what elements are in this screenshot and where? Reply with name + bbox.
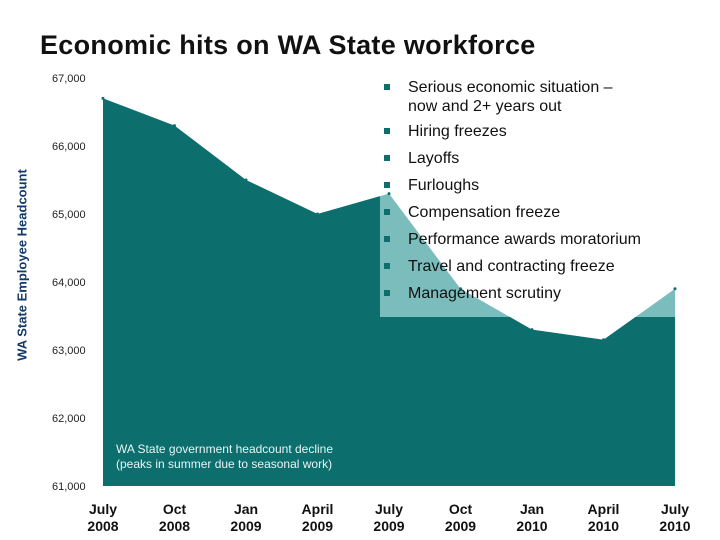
chart-annotation-line: WA State government headcount decline — [116, 442, 334, 456]
bullet-square-icon — [384, 209, 390, 215]
y-tick-label: 65,000 — [52, 209, 86, 221]
y-tick-label: 63,000 — [52, 345, 86, 357]
bullet-item: Compensation freeze — [380, 203, 710, 222]
bullet-square-icon — [384, 84, 390, 90]
bullet-text: now and 2+ years out — [408, 98, 562, 115]
bullet-item: Management scrutiny — [380, 284, 710, 303]
bullet-item: Layoffs — [380, 149, 710, 168]
bullet-square-icon — [384, 263, 390, 269]
y-tick-label: 66,000 — [52, 141, 86, 153]
economic-measures-list: Serious economic situation – now and 2+ y… — [380, 78, 710, 303]
y-tick-label: 61,000 — [52, 481, 86, 493]
chart-annotation: WA State government headcount decline (p… — [116, 442, 386, 472]
y-tick-label: 64,000 — [52, 277, 86, 289]
y-tick-label: 62,000 — [52, 413, 86, 425]
data-point — [459, 287, 462, 291]
data-point — [244, 178, 248, 182]
bullet-item: Travel and contracting freeze — [380, 257, 710, 276]
bullet-text: Layoffs — [408, 150, 460, 167]
data-point — [387, 192, 391, 196]
bullet-item: Furloughs — [380, 176, 710, 195]
x-tick-label: July 2008 — [87, 501, 118, 534]
chart-annotation-line: (peaks in summer due to seasonal work) — [116, 457, 333, 471]
data-point — [316, 212, 319, 216]
bullet-square-icon — [384, 128, 390, 134]
bullet-text: Compensation freeze — [408, 204, 561, 221]
data-point — [173, 124, 176, 128]
x-tick-label: Jan 2010 — [516, 501, 547, 534]
y-tick-label: 67,000 — [52, 73, 86, 85]
data-point — [602, 338, 605, 342]
bullet-square-icon — [384, 290, 390, 296]
data-point — [530, 328, 534, 332]
x-tick-label: Oct 2008 — [159, 501, 190, 534]
bullet-item: Performance awards moratorium — [380, 230, 710, 249]
bullet-square-icon — [384, 155, 390, 161]
bullet-text: Performance awards moratorium — [408, 231, 641, 248]
bullet-text: Travel and contracting freeze — [408, 258, 615, 275]
bullet-text: Hiring freezes — [408, 123, 507, 140]
page-title: Economic hits on WA State workforce — [40, 30, 536, 60]
x-tick-label: July 2009 — [373, 501, 404, 534]
x-tick-label: Jan 2009 — [230, 501, 261, 534]
bullet-text: Management scrutiny — [408, 285, 561, 302]
bullet-square-icon — [384, 236, 390, 242]
data-point — [673, 287, 677, 291]
x-tick-label: April 2010 — [588, 501, 620, 534]
data-point — [101, 96, 105, 100]
bullet-text: Serious economic situation – — [408, 79, 613, 96]
bullet-item: Serious economic situation – now and 2+ y… — [380, 78, 710, 116]
x-tick-label: July 2010 — [659, 501, 690, 534]
bullet-square-icon — [384, 182, 390, 188]
bullet-item: Hiring freezes — [380, 122, 710, 141]
x-tick-label: Oct 2009 — [445, 501, 476, 534]
bullet-text: Furloughs — [408, 177, 480, 194]
x-tick-label: April 2009 — [302, 501, 334, 534]
